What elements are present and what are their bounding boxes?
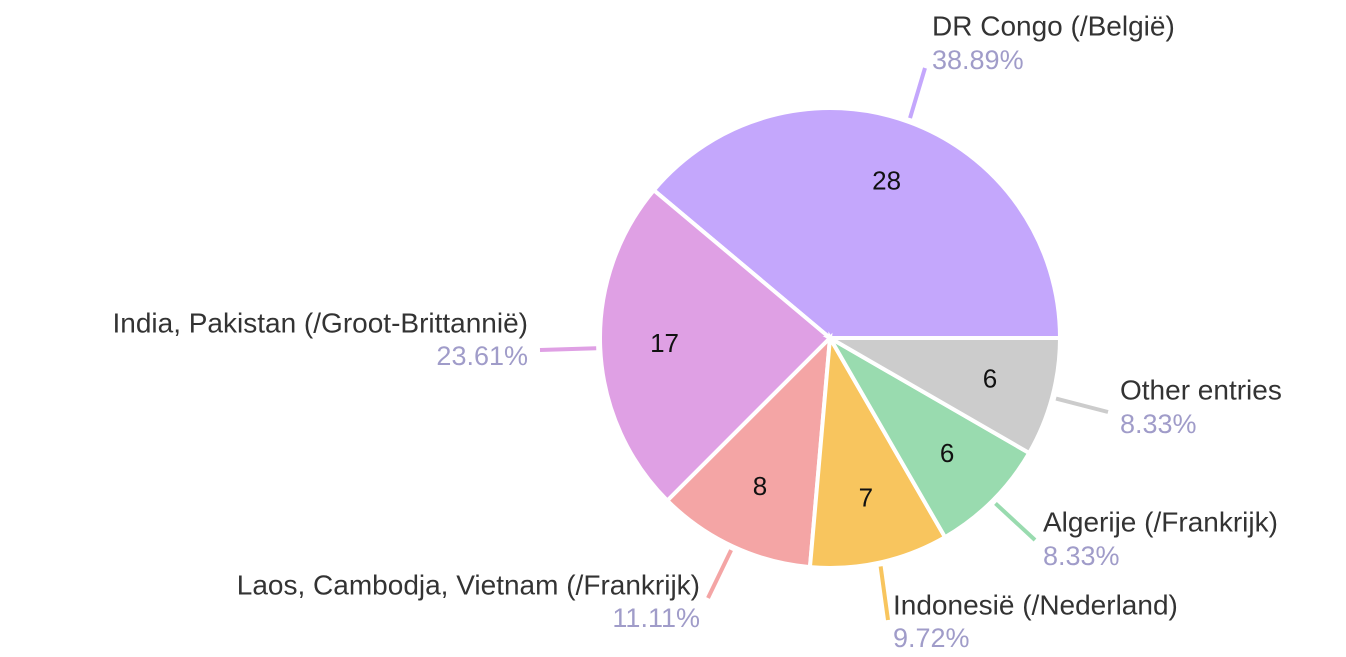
- slice-percent: 8.33%: [1043, 541, 1120, 571]
- slice-name: Indonesië (/Nederland): [893, 589, 1178, 620]
- leader-line: [908, 67, 927, 119]
- leader-line: [706, 549, 733, 599]
- slice-name: Other entries: [1120, 374, 1282, 405]
- pie-slice: [664, 332, 833, 570]
- slice-name: Algerije (/Frankrijk): [1043, 506, 1278, 537]
- slice-value: 17: [650, 328, 679, 358]
- pie-slice: [822, 336, 1063, 456]
- pie-slice: [824, 332, 1032, 540]
- slice-percent: 23.61%: [436, 341, 528, 371]
- slice-name: Laos, Cambodja, Vietnam (/Frankrijk): [237, 569, 700, 600]
- slice-percent: 8.33%: [1120, 409, 1197, 439]
- slice-value: 28: [872, 165, 901, 195]
- slice-value: 7: [859, 483, 873, 513]
- pie-slice: [650, 106, 1063, 340]
- slice-percent: 11.11%: [612, 603, 700, 633]
- slice-percent: 38.89%: [932, 45, 1024, 75]
- leader-line: [878, 566, 890, 621]
- slice-value: 6: [940, 438, 954, 468]
- slice-percent: 9.72%: [893, 623, 970, 653]
- leader-line: [1055, 396, 1109, 414]
- slice-value: 6: [983, 364, 997, 394]
- leader-line: [539, 346, 597, 352]
- pie-slice: [598, 187, 833, 504]
- leader-line: [994, 501, 1037, 542]
- slice-name: DR Congo (/België): [932, 10, 1175, 41]
- slice-name: India, Pakistan (/Groot-Brittannië): [112, 307, 528, 338]
- slice-value: 8: [753, 471, 767, 501]
- pie-slice: [807, 331, 948, 570]
